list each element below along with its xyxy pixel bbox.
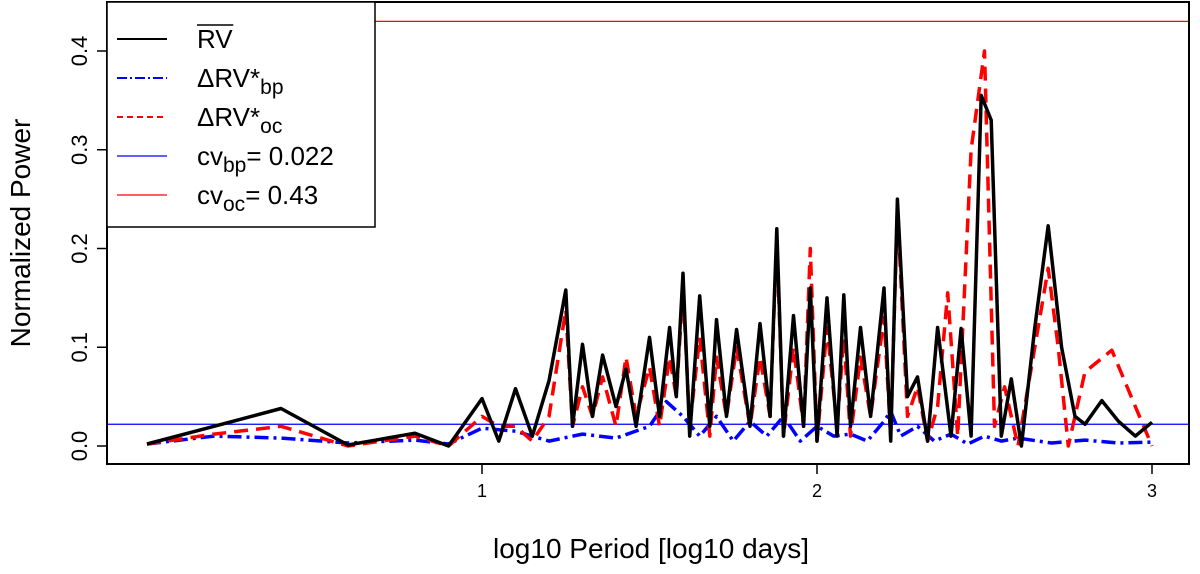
x-axis-label: log10 Period [log10 days] xyxy=(493,533,809,564)
y-tick-label: 0.0 xyxy=(67,431,92,462)
series-line-rv xyxy=(146,93,1154,448)
y-tick-label: 0.2 xyxy=(67,233,92,264)
y-axis: 0.0 0.1 0.2 0.3 0.4 xyxy=(67,36,107,462)
legend-label-0: RV xyxy=(197,24,233,54)
plot-frame xyxy=(106,1,1190,465)
y-tick-label: 0.4 xyxy=(67,36,92,67)
series-line-drv-bp xyxy=(146,399,1153,446)
x-tick-label: 1 xyxy=(477,481,487,501)
series-group xyxy=(146,49,1154,448)
y-tick-label: 0.1 xyxy=(67,332,92,363)
legend-label-1: ΔRV*bp xyxy=(197,63,284,99)
y-axis-label: Normalized Power xyxy=(5,119,36,348)
x-tick-label: 2 xyxy=(812,481,822,501)
legend-label-4: cvoc= 0.43 xyxy=(197,180,318,216)
series-line-drv-oc xyxy=(146,49,1154,448)
x-tick-label: 3 xyxy=(1147,481,1157,501)
legend-label-3: cvbp= 0.022 xyxy=(197,141,334,177)
legend-label-2: ΔRV*oc xyxy=(197,102,282,138)
x-axis: 1 2 3 xyxy=(477,464,1157,501)
y-tick-label: 0.3 xyxy=(67,134,92,165)
